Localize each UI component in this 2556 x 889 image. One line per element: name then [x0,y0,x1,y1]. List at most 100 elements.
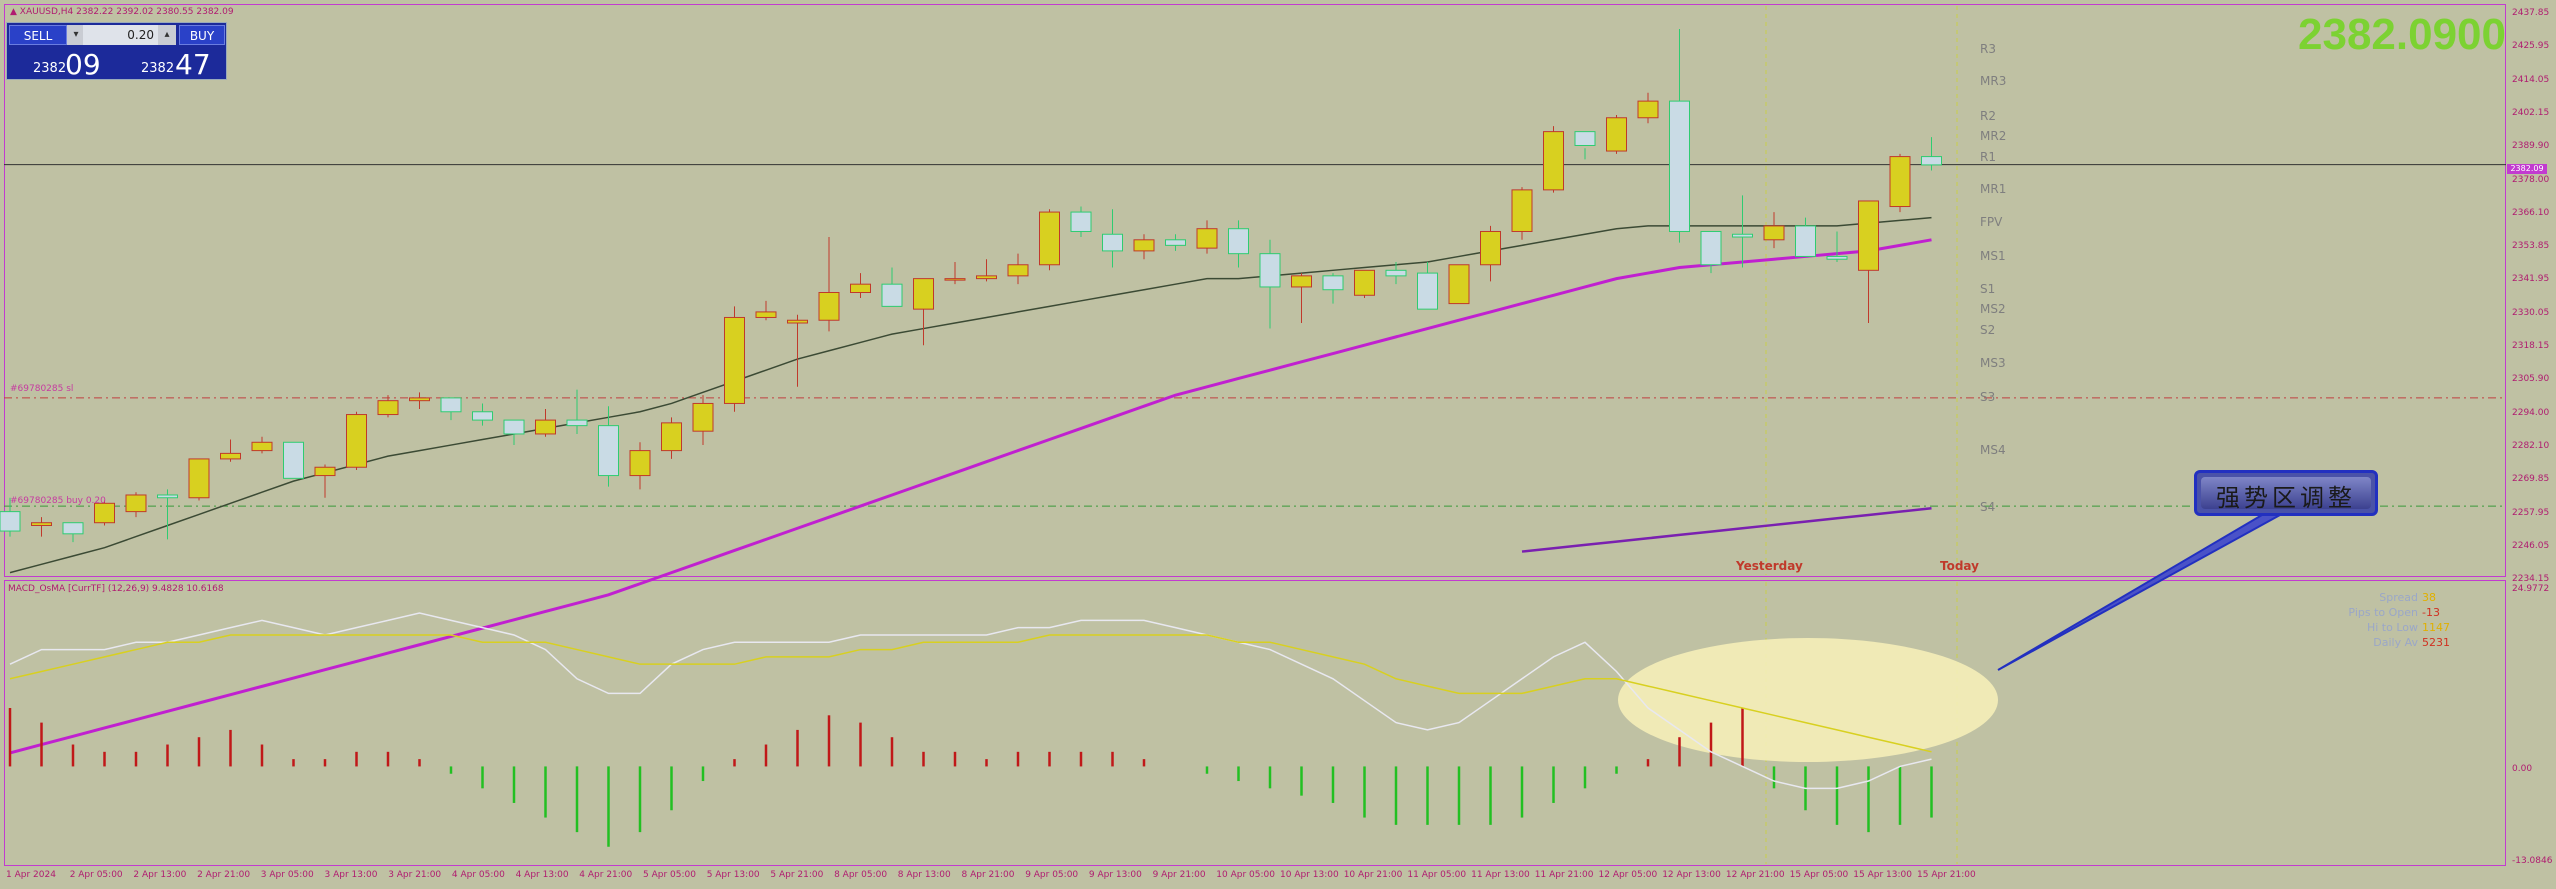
current-price-tag: 2382.09 [2507,164,2547,174]
candle-body [1921,156,1942,166]
price-chart-area[interactable] [4,4,2506,577]
candle-body [503,419,525,435]
time-axis-label: 4 Apr 05:00 [451,870,505,880]
candle-body [1606,117,1627,152]
macd-signal-line [9,634,1932,753]
stop-loss-label: #69780285 sl [10,384,74,394]
time-axis-label: 4 Apr 13:00 [515,870,569,880]
price-axis-label: 2366.10 [2512,207,2550,218]
candle-body [472,411,493,421]
pivot-label: MR2 [1980,129,2007,143]
candle-body [1889,156,1911,208]
pivot-label: MS4 [1980,443,2006,457]
time-axis-label: 12 Apr 21:00 [1725,870,1785,880]
candle-body [1574,131,1596,146]
today-label: Today [1940,559,1979,573]
price-axis-label: 2341.95 [2512,274,2550,285]
candle-body [1070,211,1092,232]
candle-body [787,319,808,324]
candle-body [125,494,147,513]
pivot-label: R3 [1980,42,1996,56]
callout-background [2201,477,2371,509]
time-axis-label: 5 Apr 13:00 [706,870,760,880]
time-axis-label: 10 Apr 13:00 [1280,870,1339,880]
sell-quote[interactable]: 2382 09 [9,47,117,81]
buy-price-small: 2382 [141,61,175,76]
candle-body [377,400,399,416]
candle-body [94,502,115,524]
time-axis-label: 9 Apr 13:00 [1088,870,1142,880]
info-label: Daily Av [2373,636,2418,649]
candle-body [629,450,651,477]
candle-body [913,278,934,310]
candle-body [535,419,556,435]
buy-quote[interactable]: 2382 47 [119,47,227,81]
candle-body [661,422,682,452]
price-axis-label: 2318.15 [2512,341,2550,351]
lots-increase-icon[interactable]: ▴ [158,25,176,45]
candle-body [1228,228,1249,255]
price-axis-label: 2353.85 [2512,241,2550,252]
one-click-trade-panel: SELL ▾ 0.20 ▴ BUY 2382 09 2382 47 [6,22,227,81]
candle-body [314,466,336,477]
candle-body [1291,275,1312,288]
lots-decrease-icon[interactable]: ▾ [67,25,85,45]
time-axis-label: 8 Apr 13:00 [897,870,951,880]
candle-body [1322,275,1344,291]
candle-body [1543,131,1564,191]
candle-body [818,292,840,321]
price-axis-label: 2437.85 [2512,8,2550,18]
candle-body [1858,200,1879,271]
candle-body [1259,253,1281,288]
price-axis-label: 2234.15 [2512,574,2550,585]
price-axis-label: 2414.05 [2512,74,2550,85]
ma-slow-line [9,238,1932,755]
pivot-label: MR1 [1980,182,2007,196]
callout-text: 强势区调整 [2216,484,2356,512]
time-axis-label: 4 Apr 21:00 [579,870,633,880]
candle-body [1480,230,1501,266]
price-axis-label: 2246.05 [2512,540,2550,551]
highlight-ellipse [1618,638,1998,762]
candle-body [1511,189,1533,232]
candle-body [409,397,430,402]
macd-indicator-area[interactable] [4,580,2506,866]
candle-body [346,414,367,468]
time-axis-label: 9 Apr 21:00 [1152,870,1206,880]
time-axis-label: 5 Apr 21:00 [770,870,824,880]
info-value: 5231 [2422,636,2450,649]
candle-body [1007,264,1029,277]
buy-button[interactable]: BUY [179,25,225,45]
price-axis-label: 2389.90 [2512,141,2550,152]
time-axis-label: 12 Apr 05:00 [1598,870,1658,880]
candle-body [692,402,714,432]
lots-input[interactable]: 0.20 [83,25,158,45]
symbol-info: ▲ XAUUSD,H4 2382.22 2392.02 2380.55 2382… [10,7,234,17]
sell-button[interactable]: SELL [9,25,67,45]
candle-body [188,458,210,499]
callout-pointer [1997,514,2281,671]
price-axis-label: 2378.00 [2512,174,2550,185]
yesterday-label: Yesterday [1736,559,1803,573]
candle-body [881,283,903,307]
price-axis-label: 2257.95 [2512,507,2550,518]
candle-body [850,283,871,293]
time-axis-label: 3 Apr 21:00 [388,870,442,880]
sell-price-large: 09 [65,48,101,81]
candle-body [1385,269,1407,277]
time-axis-label: 10 Apr 21:00 [1343,870,1403,880]
candle-body [598,425,619,477]
time-axis-label: 15 Apr 21:00 [1917,870,1976,880]
buy-order-label: #69780285 buy 0.20 [10,496,106,506]
price-axis-label: 2402.15 [2512,107,2550,118]
candle-body [755,311,777,318]
time-axis-label: 15 Apr 05:00 [1789,870,1849,880]
time-axis-label: 11 Apr 21:00 [1534,870,1594,880]
pivot-label: S3 [1980,390,1996,404]
annotation-callout[interactable]: 强势区调整 [2194,470,2378,516]
price-axis-label: 2282.10 [2512,440,2550,451]
time-axis-label: 2 Apr 05:00 [69,870,123,880]
time-axis-label: 15 Apr 13:00 [1853,870,1912,880]
price-axis-label: 2269.85 [2512,474,2550,485]
candle-body [1417,272,1438,310]
